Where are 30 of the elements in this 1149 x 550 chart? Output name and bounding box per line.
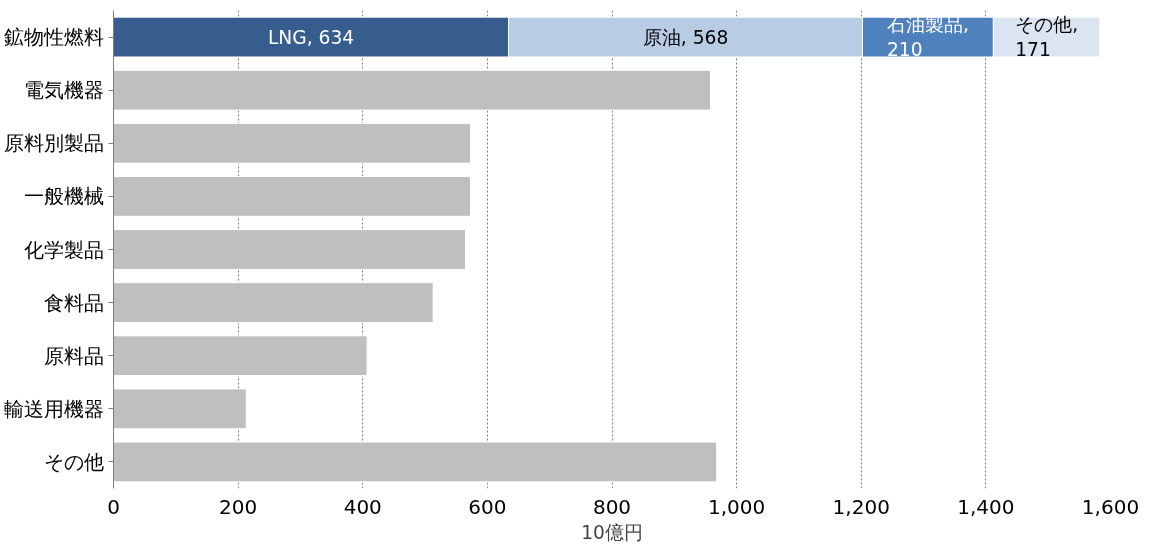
y-tick-label: 電気機器 <box>23 78 104 103</box>
bar <box>113 282 434 324</box>
bar <box>113 441 718 483</box>
y-tick-label: 輸送用機器 <box>3 396 104 421</box>
x-tick-label: 1,600 <box>1081 494 1140 519</box>
bar <box>113 388 247 430</box>
x-axis-title: 10億円 <box>581 521 643 543</box>
x-tick-label: 600 <box>468 494 507 519</box>
x-tick-label: 1,200 <box>832 494 890 519</box>
y-tick-label: 化学製品 <box>23 237 104 262</box>
y-tick-label: 鉱物性燃料 <box>3 25 104 50</box>
bar <box>113 229 467 270</box>
bar <box>113 122 472 164</box>
y-tick-label: 食料品 <box>43 290 104 315</box>
x-tick-label: 200 <box>219 494 258 519</box>
x-tick-label: 800 <box>592 494 632 519</box>
y-tick-label: その他 <box>43 449 104 474</box>
y-tick-label: 原料別製品 <box>3 131 104 156</box>
y-tick-label: 一般機械 <box>23 184 104 209</box>
bar <box>113 69 711 111</box>
data-label: その他, 171 <box>1015 13 1079 61</box>
x-tick-label: 1,000 <box>708 494 766 519</box>
data-label: LNG, 634 <box>267 26 355 48</box>
bar <box>113 335 368 377</box>
x-tick-label: 0 <box>107 494 120 519</box>
x-tick-label: 1,400 <box>957 494 1015 519</box>
y-tick-label: 原料品 <box>43 343 104 368</box>
x-tick-label: 400 <box>343 494 382 519</box>
bar <box>113 175 472 217</box>
data-label: 原油, 568 <box>642 26 729 48</box>
